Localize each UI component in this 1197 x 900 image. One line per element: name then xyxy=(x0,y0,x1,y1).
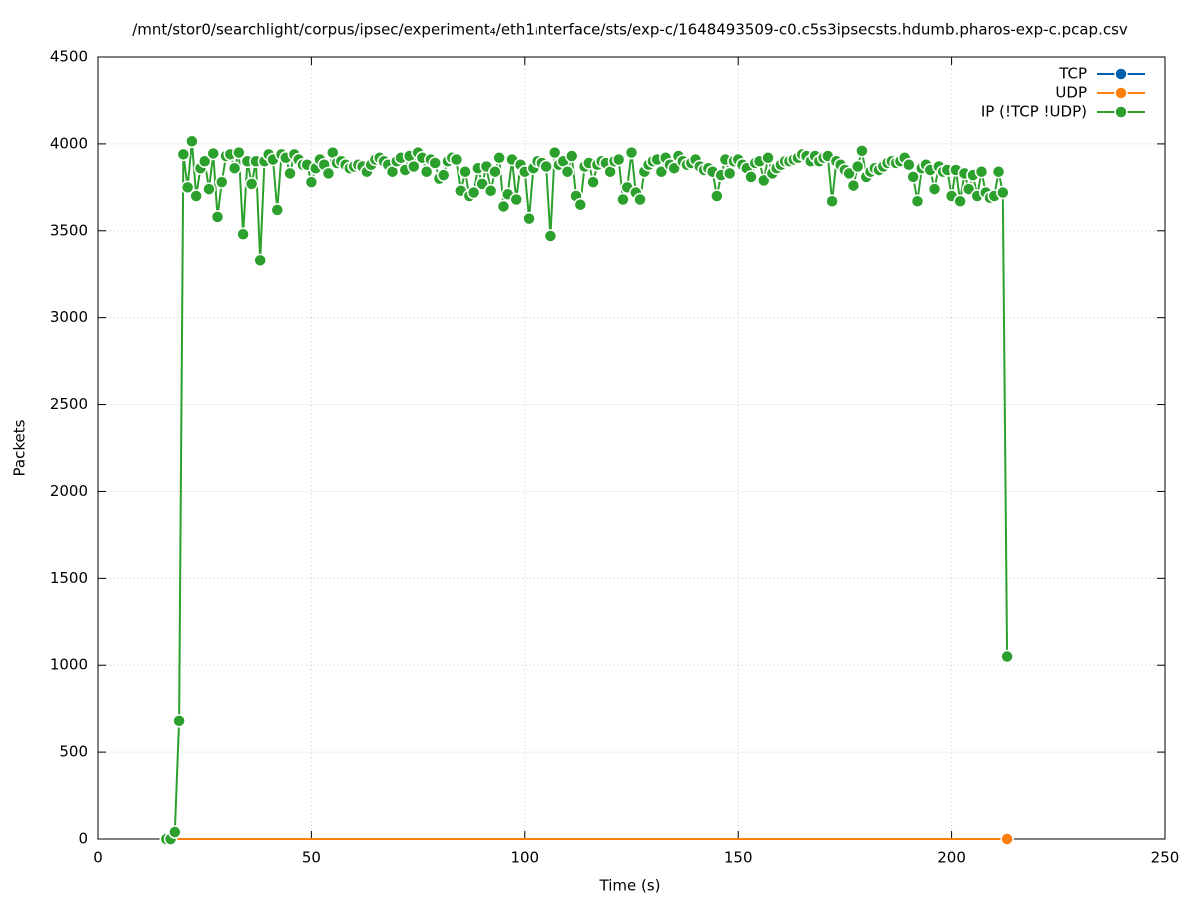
legend-marker xyxy=(1114,86,1128,100)
y-tick-label: 1500 xyxy=(50,569,88,587)
data-point xyxy=(761,151,775,165)
data-point xyxy=(573,197,588,212)
y-tick-label: 500 xyxy=(59,743,88,761)
data-point xyxy=(488,164,502,179)
data-point xyxy=(509,192,524,207)
data-point xyxy=(586,175,600,189)
data-point xyxy=(654,164,669,179)
data-point xyxy=(244,177,259,191)
data-point xyxy=(1000,832,1014,846)
data-point xyxy=(1000,649,1014,664)
data-point xyxy=(206,146,220,161)
x-axis-label: Time (s) xyxy=(599,877,661,895)
data-point xyxy=(961,182,976,196)
data-point xyxy=(189,189,203,203)
legend-label: TCP xyxy=(1058,65,1087,83)
data-point xyxy=(436,168,451,182)
data-point xyxy=(953,194,967,208)
data-point xyxy=(407,159,421,174)
data-point xyxy=(991,164,1006,179)
y-tick-label: 0 xyxy=(78,830,88,848)
data-point xyxy=(667,161,681,175)
data-point xyxy=(270,203,285,217)
data-point xyxy=(419,164,434,179)
data-point xyxy=(543,229,558,243)
y-tick-label: 4500 xyxy=(50,48,88,66)
data-point xyxy=(846,178,861,193)
data-point xyxy=(449,152,464,167)
data-point xyxy=(232,145,246,160)
legend-marker xyxy=(1114,67,1128,81)
y-tick-label: 3000 xyxy=(50,308,88,326)
data-point xyxy=(428,156,442,170)
data-point xyxy=(560,164,575,179)
data-point xyxy=(996,185,1010,200)
data-point xyxy=(633,192,647,207)
data-point xyxy=(180,180,195,195)
x-tick-label: 0 xyxy=(93,849,103,867)
y-tick-label: 3500 xyxy=(50,221,88,239)
data-point xyxy=(902,157,916,172)
data-point xyxy=(215,175,229,189)
data-point xyxy=(236,227,250,242)
data-point xyxy=(906,170,920,184)
data-point xyxy=(202,182,216,196)
x-tick-label: 150 xyxy=(724,849,753,867)
data-point xyxy=(227,161,242,175)
data-point xyxy=(927,182,942,196)
data-point xyxy=(722,166,737,181)
y-tick-label: 2500 xyxy=(50,395,88,413)
y-tick-label: 2000 xyxy=(50,482,88,500)
x-tick-label: 100 xyxy=(510,849,539,867)
data-point xyxy=(466,185,481,200)
x-tick-label: 200 xyxy=(937,849,966,867)
data-point xyxy=(458,164,472,179)
data-point xyxy=(744,170,758,184)
legend-label: UDP xyxy=(1055,84,1087,102)
chart-title: /mnt/stor0/searchlight/corpus/ipsec/expe… xyxy=(132,21,1128,39)
data-point xyxy=(197,154,212,169)
data-point xyxy=(547,145,562,160)
data-point xyxy=(210,210,225,224)
data-point xyxy=(825,194,839,208)
y-axis-label: Packets xyxy=(11,419,29,476)
data-point xyxy=(842,166,856,181)
data-point xyxy=(492,151,506,165)
data-point xyxy=(321,166,336,181)
data-point xyxy=(611,152,626,167)
data-point xyxy=(475,177,489,191)
legend-marker xyxy=(1114,105,1128,119)
data-point xyxy=(168,825,182,839)
data-point xyxy=(539,159,553,174)
data-point xyxy=(304,175,319,189)
legend-label: IP (!TCP !UDP) xyxy=(981,103,1087,121)
data-point xyxy=(283,166,297,181)
data-point xyxy=(910,194,925,208)
data-point xyxy=(616,192,630,207)
data-point xyxy=(564,149,579,163)
x-tick-label: 50 xyxy=(302,849,321,867)
data-point xyxy=(176,147,191,162)
data-point xyxy=(496,199,511,214)
data-point xyxy=(483,184,498,198)
x-tick-label: 250 xyxy=(1151,849,1180,867)
data-point xyxy=(974,164,989,179)
y-tick-label: 4000 xyxy=(50,134,88,152)
data-point xyxy=(185,134,199,149)
data-point xyxy=(710,189,724,203)
data-point xyxy=(757,173,771,188)
data-point xyxy=(172,714,186,728)
data-point xyxy=(253,253,267,268)
data-point xyxy=(522,211,536,226)
data-point xyxy=(624,145,639,160)
data-point xyxy=(850,159,865,174)
data-point xyxy=(855,144,869,158)
y-tick-label: 1000 xyxy=(50,656,88,674)
